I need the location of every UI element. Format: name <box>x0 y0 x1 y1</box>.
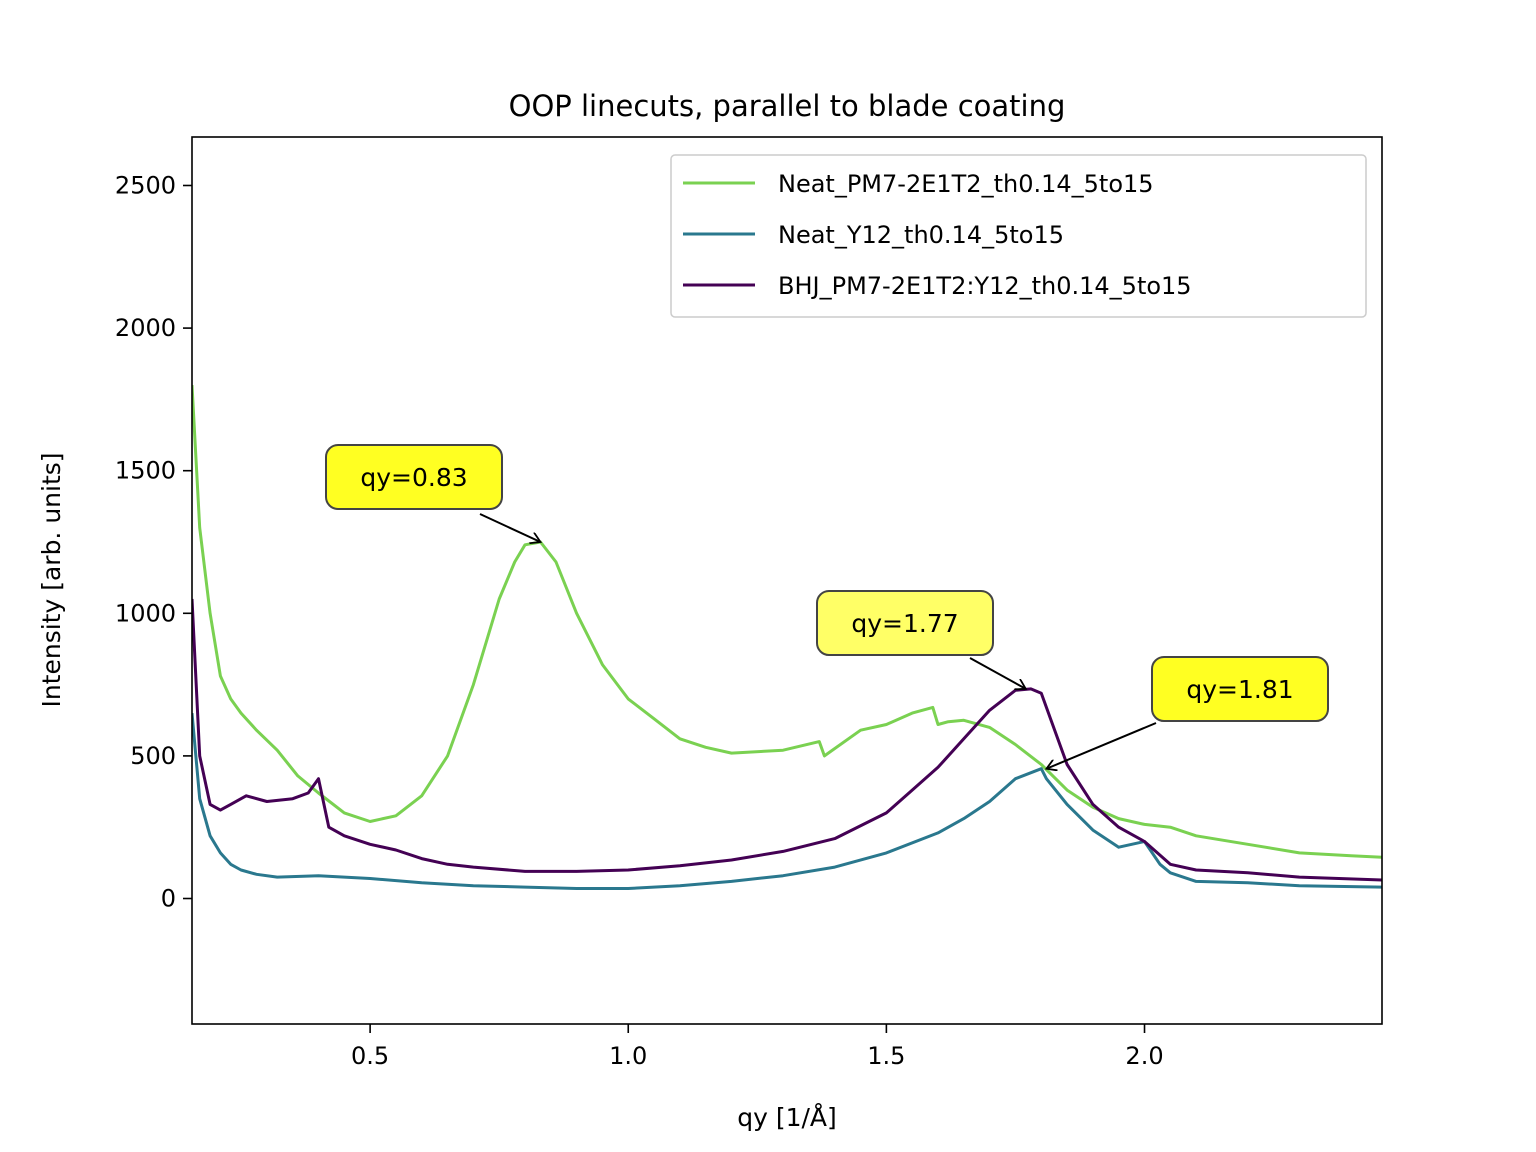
legend-item-2: Neat_Y12_th0.14_5to15 <box>683 221 1064 249</box>
legend-item-3: BHJ_PM7-2E1T2:Y12_th0.14_5to15 <box>683 272 1192 300</box>
series-layer <box>192 385 1382 890</box>
y-tick-label: 500 <box>130 742 176 770</box>
plot-area <box>191 136 1383 1025</box>
series-line-1 <box>192 385 1382 859</box>
x-tick-label: 1.5 <box>867 1042 905 1070</box>
y-tick-label: 1000 <box>115 599 176 627</box>
chart-title: OOP linecuts, parallel to blade coating <box>509 89 1066 123</box>
legend-item-1: Neat_PM7-2E1T2_th0.14_5to15 <box>683 170 1154 198</box>
annotation-3: qy=1.81 <box>1046 656 1329 769</box>
annotation-arrow <box>969 657 1026 689</box>
legend-label: Neat_Y12_th0.14_5to15 <box>778 221 1064 249</box>
annotation-arrow <box>1046 722 1157 769</box>
y-axis-label: Intensity [arb. units] <box>37 452 66 707</box>
y-axis: 0 500 1000 1500 2000 2500 <box>115 171 192 913</box>
annotation-box <box>325 444 503 510</box>
annotation-layer: qy=0.83 qy=1.77 qy=1.81 <box>325 444 1329 769</box>
annotation-2: qy=1.77 <box>816 590 1026 689</box>
annotation-arrow <box>479 513 540 542</box>
annotation-1: qy=0.83 <box>325 444 540 542</box>
x-axis: 0.5 1.0 1.5 2.0 <box>351 1024 1164 1070</box>
annotation-label: qy=0.83 <box>360 463 467 492</box>
y-tick-label: 2500 <box>115 171 176 199</box>
annotation-box <box>816 590 994 656</box>
legend-label: BHJ_PM7-2E1T2:Y12_th0.14_5to15 <box>778 272 1192 300</box>
x-tick-label: 1.0 <box>609 1042 647 1070</box>
plot-frame <box>191 136 1383 1025</box>
y-tick-label: 1500 <box>115 457 176 485</box>
x-tick-label: 2.0 <box>1125 1042 1163 1070</box>
x-tick-label: 0.5 <box>351 1042 389 1070</box>
annotation-box <box>1151 656 1329 722</box>
annotation-label: qy=1.77 <box>851 609 958 638</box>
legend: Neat_PM7-2E1T2_th0.14_5to15 Neat_Y12_th0.… <box>670 154 1367 318</box>
series-line-2 <box>192 712 1382 890</box>
legend-box <box>670 154 1367 318</box>
annotation-label: qy=1.81 <box>1186 675 1293 704</box>
legend-label: Neat_PM7-2E1T2_th0.14_5to15 <box>778 170 1154 198</box>
x-axis-label: qy [1/Å] <box>737 1103 837 1132</box>
series-line-3 <box>192 598 1382 882</box>
y-tick-label: 2000 <box>115 314 176 342</box>
y-tick-label: 0 <box>161 885 176 913</box>
